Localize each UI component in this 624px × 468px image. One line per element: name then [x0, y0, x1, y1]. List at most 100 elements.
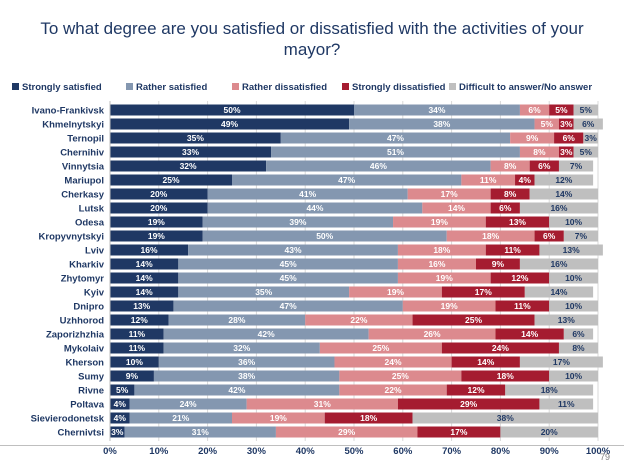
data-label: 19%: [431, 217, 448, 227]
data-label: 6%: [563, 133, 576, 143]
bar-segment: [505, 384, 594, 396]
data-label: 16%: [550, 203, 567, 213]
bar-segment: [476, 258, 520, 270]
data-label: 47%: [338, 175, 355, 185]
category-label: Ivano-Frankivsk: [32, 106, 105, 117]
bar-segment: [178, 272, 398, 284]
bar-segment: [441, 342, 559, 354]
bar-segment: [549, 300, 598, 312]
bar-segment: [519, 202, 598, 214]
bar-segment: [110, 230, 203, 242]
bar-segment: [124, 426, 276, 438]
data-label: 14%: [136, 259, 153, 269]
data-label: 17%: [450, 427, 467, 437]
data-label: 9%: [126, 371, 139, 381]
data-label: 19%: [436, 273, 453, 283]
bar-segment: [110, 132, 281, 144]
bar-segment: [110, 314, 169, 326]
bar-segment: [110, 370, 154, 382]
bar-segment: [349, 118, 535, 130]
bar-segment: [495, 328, 564, 340]
bar-segment: [266, 160, 491, 172]
bar-segment: [319, 342, 442, 354]
bar-segment: [524, 286, 594, 298]
data-label: 3%: [585, 133, 598, 143]
data-label: 13%: [558, 315, 575, 325]
bar-segment: [558, 118, 574, 130]
bar-segment: [563, 230, 598, 242]
data-label: 44%: [306, 203, 323, 213]
bar-segment: [178, 286, 350, 298]
bar-segment: [490, 272, 550, 284]
data-label: 41%: [299, 189, 316, 199]
data-label: 18%: [541, 385, 558, 395]
bar-segment: [271, 146, 520, 158]
legend-swatch: [449, 83, 456, 90]
x-tick-label: 80%: [491, 446, 511, 457]
category-label: Kyiv: [84, 288, 105, 299]
data-label: 19%: [441, 301, 458, 311]
legend-swatch: [126, 83, 133, 90]
bar-segment: [529, 188, 598, 200]
category-label: Vinnytsia: [62, 162, 105, 173]
data-label: 11%: [129, 329, 146, 339]
bar-segment: [397, 244, 486, 256]
bar-segment: [519, 104, 550, 116]
data-label: 8%: [504, 189, 517, 199]
data-label: 31%: [314, 399, 331, 409]
data-label: 14%: [550, 287, 567, 297]
data-label: 7%: [575, 231, 588, 241]
page-number: 79: [599, 452, 610, 462]
data-label: 46%: [370, 161, 387, 171]
bar-segment: [549, 104, 574, 116]
data-label: 3%: [560, 119, 573, 129]
bar-segment: [549, 370, 598, 382]
data-label: 49%: [221, 119, 238, 129]
bar-segment: [168, 314, 306, 326]
bar-segment: [275, 426, 418, 438]
bar-segment: [110, 356, 159, 368]
data-label: 7%: [570, 161, 583, 171]
bar-segment: [393, 216, 486, 228]
legend-label: Strongly dissatisfied: [352, 82, 446, 93]
data-label: 22%: [385, 385, 402, 395]
data-label: 14%: [477, 357, 494, 367]
chart-title: To what degree are you satisfied or diss…: [40, 19, 584, 59]
data-label: 14%: [448, 203, 465, 213]
data-label: 12%: [131, 315, 148, 325]
bar-segment: [202, 216, 394, 228]
bar-segment: [110, 384, 135, 396]
bar-segment: [534, 230, 564, 242]
bar-segment: [334, 356, 452, 368]
bar-segment: [534, 118, 559, 130]
bar-segment: [446, 384, 506, 396]
bar-segment: [354, 104, 520, 116]
data-label: 17%: [441, 189, 458, 199]
data-label: 20%: [150, 203, 167, 213]
bar-segment: [178, 258, 398, 270]
bar-segment: [534, 314, 598, 326]
data-label: 14%: [136, 273, 153, 283]
bar-segment: [110, 342, 164, 354]
bar-segment: [558, 160, 594, 172]
category-label: Lviv: [85, 246, 105, 257]
data-label: 28%: [228, 315, 245, 325]
bar-segment: [549, 272, 598, 284]
bar-segment: [110, 202, 208, 214]
data-label: 20%: [541, 427, 558, 437]
data-label: 24%: [180, 399, 197, 409]
data-label: 12%: [555, 175, 572, 185]
bar-segment: [368, 328, 496, 340]
legend-label: Difficult to answer/No answer: [459, 82, 592, 93]
bar-segment: [441, 286, 525, 298]
data-label: 6%: [538, 161, 551, 171]
category-label: Poltava: [70, 400, 105, 411]
category-label: Zhytomyr: [61, 274, 105, 285]
bar-segment: [324, 412, 413, 424]
bar-segment: [110, 286, 179, 298]
legend-swatch: [232, 83, 239, 90]
bar-segment: [232, 174, 462, 186]
category-label: Ternopil: [67, 134, 104, 145]
bar-segment: [558, 146, 574, 158]
